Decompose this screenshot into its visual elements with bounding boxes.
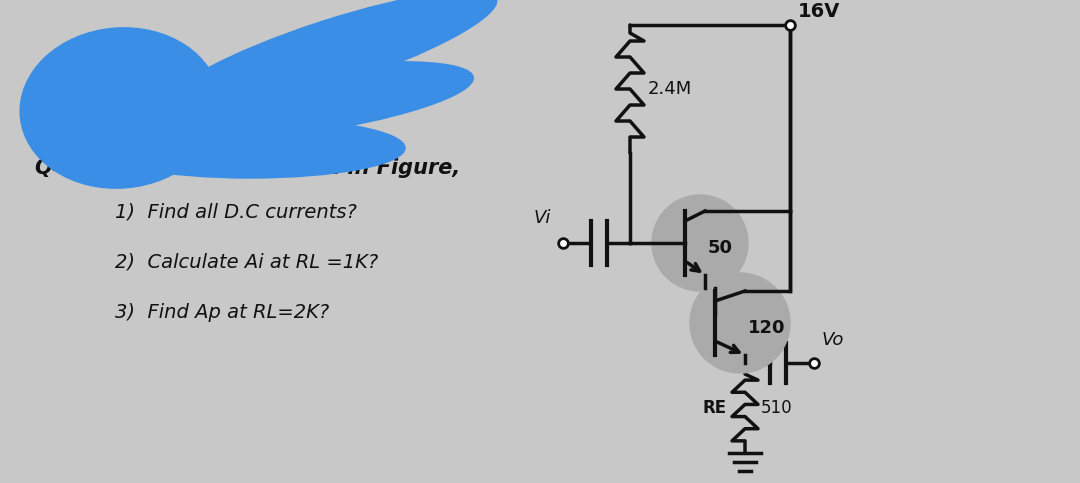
Text: 2)  Calculate Ai at RL =1K?: 2) Calculate Ai at RL =1K?	[114, 253, 378, 272]
Text: Q4): For the circuit shown in Figure,: Q4): For the circuit shown in Figure,	[35, 158, 460, 178]
Text: 510: 510	[761, 399, 793, 417]
Text: 120: 120	[748, 319, 785, 337]
Text: Vi: Vi	[534, 209, 551, 227]
Text: 3)  Find Ap at RL=2K?: 3) Find Ap at RL=2K?	[114, 303, 329, 322]
Text: 2.4M: 2.4M	[648, 80, 692, 98]
Ellipse shape	[163, 0, 497, 115]
Ellipse shape	[21, 28, 220, 188]
Circle shape	[690, 273, 789, 373]
Ellipse shape	[95, 118, 405, 178]
Circle shape	[652, 195, 748, 291]
Text: 50: 50	[708, 239, 733, 257]
Ellipse shape	[107, 62, 473, 144]
Text: 1)  Find all D.C currents?: 1) Find all D.C currents?	[114, 203, 356, 222]
Text: Vo: Vo	[822, 331, 845, 349]
Text: 16V: 16V	[798, 2, 840, 21]
Text: RE: RE	[703, 399, 727, 417]
